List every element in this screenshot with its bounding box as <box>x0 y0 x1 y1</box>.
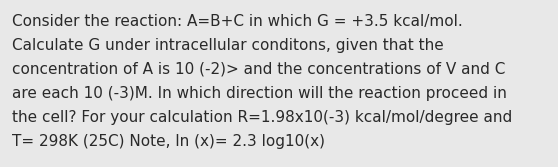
Text: are each 10 (-3)M. In which direction will the reaction proceed in: are each 10 (-3)M. In which direction wi… <box>12 86 507 101</box>
Text: Consider the reaction: A=B+C in which G = +3.5 kcal/mol.: Consider the reaction: A=B+C in which G … <box>12 14 463 29</box>
Text: T= 298K (25C) Note, ln (x)= 2.3 log10(x): T= 298K (25C) Note, ln (x)= 2.3 log10(x) <box>12 134 325 149</box>
Text: the cell? For your calculation R=1.98x10(-3) kcal/mol/degree and: the cell? For your calculation R=1.98x10… <box>12 110 512 125</box>
Text: Calculate G under intracellular conditons, given that the: Calculate G under intracellular conditon… <box>12 38 444 53</box>
Text: concentration of A is 10 (-2)> and the concentrations of V and C: concentration of A is 10 (-2)> and the c… <box>12 62 506 77</box>
